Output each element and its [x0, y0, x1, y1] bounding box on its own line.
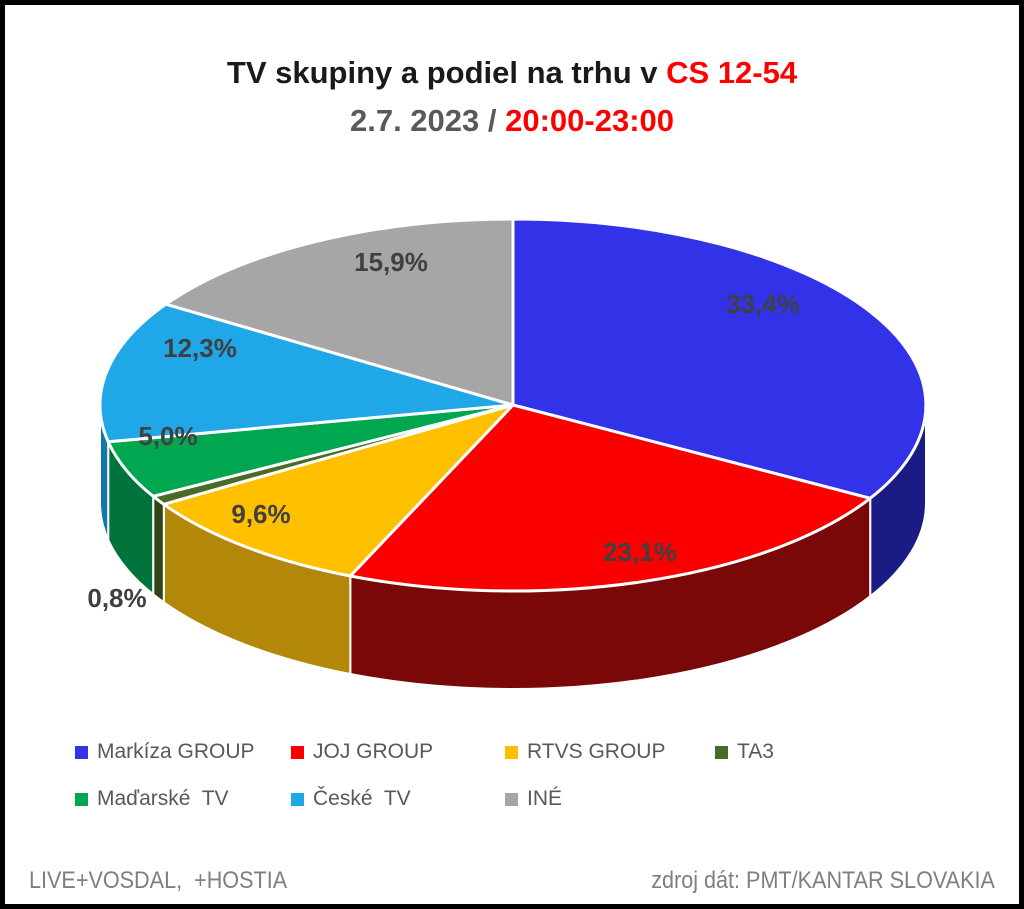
pie-chart-3d: 33,4% 23,1% 9,6% 0,8% 5,0% 12,3% 15,9%: [87, 217, 928, 691]
legend-item-rtvs-group: RTVS GROUP: [505, 740, 665, 764]
title-line-2: 2.7. 2023 / 20:00-23:00: [5, 97, 1019, 145]
legend-swatch-madarske-tv: [75, 792, 88, 806]
legend-swatch-ceske-tv: [291, 792, 304, 806]
legend-swatch-joj-group: [291, 745, 304, 759]
pie-slice-ine: [164, 217, 515, 407]
legend-label: Markíza GROUP: [97, 740, 255, 763]
legend-label: INÉ: [527, 787, 563, 810]
legend-item-joj-group: JOJ GROUP: [291, 740, 433, 764]
legend-item-ceske-tv: České TV: [291, 787, 411, 811]
pie-slice-rtvs-group: [162, 403, 515, 578]
title-line-1: TV skupiny a podiel na trhu v CS 12-54: [5, 49, 1019, 97]
legend-label: JOJ GROUP: [313, 740, 434, 763]
legend-swatch-rtvs-group: [505, 745, 518, 759]
legend-label: TA3: [737, 740, 774, 763]
pie-value-label-markiza-group: 33,4%: [726, 289, 800, 319]
title-text: TV skupiny a podiel na trhu v: [226, 55, 667, 90]
pie-side-ta3: [152, 495, 165, 604]
title-timeslot: 20:00-23:00: [505, 103, 675, 138]
pie-value-label-ine: 15,9%: [354, 247, 428, 277]
pie-value-label-joj-group: 23,1%: [603, 537, 677, 567]
title-demo-group: CS 12-54: [666, 55, 798, 90]
footer-note-left: LIVE+VOSDAL, +HOSTIA: [29, 867, 288, 894]
legend-item-madarske-tv: Maďarské TV: [75, 787, 229, 811]
legend-swatch-markiza-group: [75, 745, 88, 759]
legend-label: RTVS GROUP: [527, 740, 666, 763]
legend-item-ine: INÉ: [505, 787, 562, 811]
pie-value-label-madarske-tv: 5,0%: [138, 421, 197, 451]
chart-title: TV skupiny a podiel na trhu v CS 12-54 2…: [5, 49, 1019, 145]
pie-slice-ceske-tv: [98, 302, 515, 444]
title-date: 2.7. 2023 /: [349, 103, 506, 138]
legend-item-ta3: TA3: [715, 740, 774, 764]
pie-value-label-ta3: 0,8%: [87, 583, 146, 613]
pie-slice-markiza-group: [511, 217, 928, 500]
legend-swatch-ine: [505, 792, 518, 806]
legend-swatch-ta3: [715, 745, 728, 759]
legend-item-markiza-group: Markíza GROUP: [75, 740, 255, 764]
pie-value-label-ceske-tv: 12,3%: [163, 333, 237, 363]
footer-source: zdroj dát: PMT/KANTAR SLOVAKIA: [651, 867, 995, 894]
pie-slice-joj-group: [348, 403, 872, 593]
pie-value-label-rtvs-group: 9,6%: [231, 499, 290, 529]
legend-label: České TV: [313, 787, 411, 810]
legend-label: Maďarské TV: [97, 787, 229, 810]
